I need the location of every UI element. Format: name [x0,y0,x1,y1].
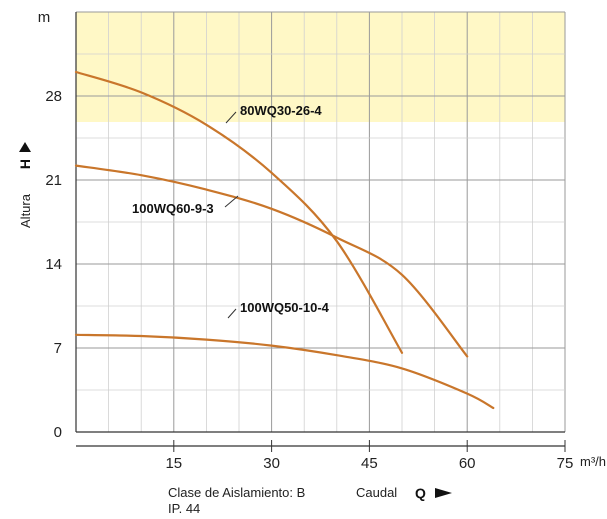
series-label-100wq50-10-4: 100WQ50-10-4 [240,300,330,315]
series-leader-100wq50-10-4 [227,308,237,319]
series-label-80wq30-26-4: 80WQ30-26-4 [240,103,322,118]
series-leader-80wq30-26-4 [225,111,237,124]
curve-100wq60-9-3 [74,164,469,358]
y-axis-title: Altura H [17,142,33,228]
x-tick-label: 75 [557,455,574,472]
y-axis-symbol: H [17,159,33,169]
y-tick-label: 0 [54,424,62,441]
x-axis-arrow-icon [435,488,452,498]
x-tick-label: 60 [459,455,476,472]
insulation-class-note: Clase de Aislamiento: B [168,485,305,500]
series-label-100wq60-9-3: 100WQ60-9-3 [132,201,214,216]
curve-80wq30-26-4 [74,70,404,354]
y-tick-label: 21 [45,172,62,189]
series-leader-100wq60-9-3 [224,195,239,208]
x-tick-label: 30 [263,455,280,472]
x-axis-ticks: 15 30 45 60 75 [165,440,573,472]
y-unit-label: m [38,9,51,26]
background-band [76,12,565,122]
y-tick-label: 14 [45,256,62,273]
curve-100wq50-10-4 [74,333,495,410]
x-axis-word: Caudal [356,485,397,500]
curves: 80WQ30-26-4 100WQ60-9-3 100WQ50-10-4 [74,70,495,410]
axes [75,12,565,447]
x-axis-symbol: Q [415,485,426,501]
y-tick-label: 7 [54,340,62,357]
y-axis-ticks: 0 7 14 21 28 [45,88,62,441]
y-axis-arrow-icon [19,142,31,152]
x-unit-label: m³/h [580,454,606,469]
y-axis-word: Altura [18,193,33,228]
protection-rating-note: IP. 44 [168,501,200,516]
y-tick-label: 28 [45,88,62,105]
x-tick-label: 45 [361,455,378,472]
x-tick-label: 15 [165,455,182,472]
